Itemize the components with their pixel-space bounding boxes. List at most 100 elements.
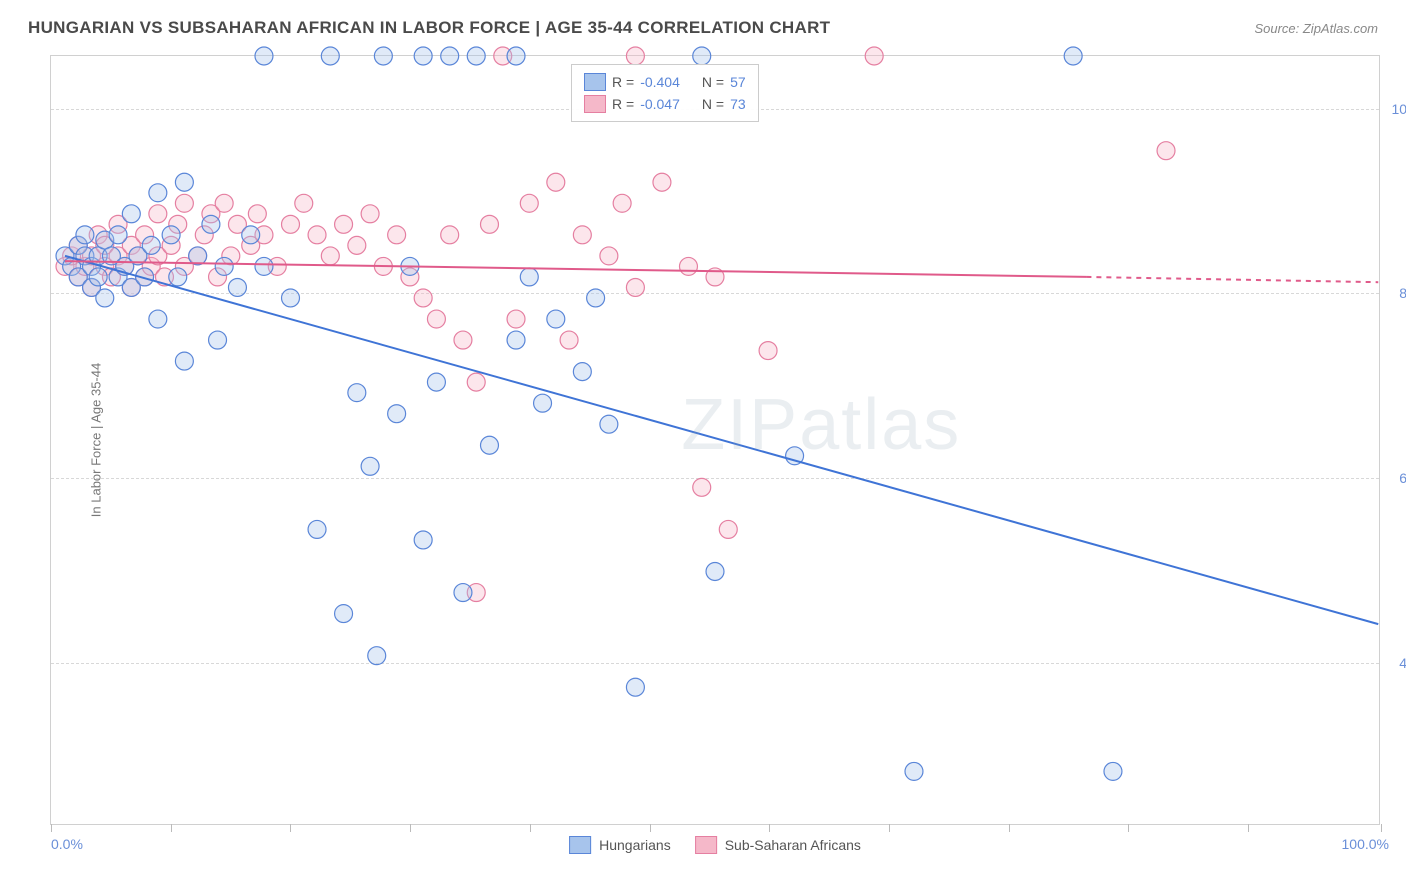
- data-point: [573, 226, 591, 244]
- legend-series-swatch-1: [695, 836, 717, 854]
- trend-line-dash: [1086, 277, 1378, 282]
- legend-swatch-1: [584, 95, 606, 113]
- data-point: [388, 226, 406, 244]
- data-point: [441, 47, 459, 65]
- data-point: [905, 762, 923, 780]
- data-point: [282, 215, 300, 233]
- n-value-0: 57: [730, 74, 746, 90]
- data-point: [374, 47, 392, 65]
- data-point: [255, 257, 273, 275]
- data-point: [1104, 762, 1122, 780]
- y-tick-label: 100.0%: [1392, 101, 1406, 117]
- data-point: [534, 394, 552, 412]
- n-label-1: N =: [702, 96, 724, 112]
- data-point: [149, 184, 167, 202]
- x-axis-label-min: 0.0%: [51, 836, 83, 852]
- data-point: [520, 194, 538, 212]
- data-point: [706, 563, 724, 581]
- r-label-1: R =: [612, 96, 634, 112]
- legend-series-label-0: Hungarians: [599, 837, 671, 853]
- data-point: [335, 215, 353, 233]
- data-point: [454, 331, 472, 349]
- data-point: [175, 352, 193, 370]
- data-point: [348, 236, 366, 254]
- data-point: [1064, 47, 1082, 65]
- data-point: [454, 584, 472, 602]
- data-point: [693, 478, 711, 496]
- data-point: [149, 205, 167, 223]
- data-point: [481, 215, 499, 233]
- data-point: [308, 226, 326, 244]
- data-point: [427, 373, 445, 391]
- data-point: [361, 205, 379, 223]
- data-point: [414, 289, 432, 307]
- data-point: [368, 647, 386, 665]
- data-point: [308, 520, 326, 538]
- data-point: [626, 278, 644, 296]
- data-point: [613, 194, 631, 212]
- data-point: [693, 47, 711, 65]
- data-point: [1157, 142, 1175, 160]
- legend-stats: R = -0.404 N = 57 R = -0.047 N = 73: [571, 64, 759, 122]
- data-point: [321, 47, 339, 65]
- data-point: [242, 226, 260, 244]
- data-point: [175, 194, 193, 212]
- x-axis-label-max: 100.0%: [1342, 836, 1389, 852]
- data-point: [335, 605, 353, 623]
- legend-swatch-0: [584, 73, 606, 91]
- data-point: [215, 194, 233, 212]
- data-point: [361, 457, 379, 475]
- data-point: [520, 268, 538, 286]
- n-value-1: 73: [730, 96, 746, 112]
- data-point: [109, 226, 127, 244]
- y-tick-label: 65.0%: [1399, 470, 1406, 486]
- data-point: [547, 310, 565, 328]
- data-point: [89, 268, 107, 286]
- data-point: [169, 268, 187, 286]
- data-point: [321, 247, 339, 265]
- data-point: [76, 226, 94, 244]
- source-label: Source: ZipAtlas.com: [1254, 21, 1378, 36]
- data-point: [679, 257, 697, 275]
- legend-series-item-0: Hungarians: [569, 836, 671, 854]
- data-point: [228, 278, 246, 296]
- r-label-0: R =: [612, 74, 634, 90]
- chart-title: HUNGARIAN VS SUBSAHARAN AFRICAN IN LABOR…: [28, 18, 830, 38]
- r-value-0: -0.404: [640, 74, 680, 90]
- legend-series-swatch-0: [569, 836, 591, 854]
- data-point: [255, 47, 273, 65]
- r-value-1: -0.047: [640, 96, 680, 112]
- data-point: [626, 678, 644, 696]
- data-point: [175, 173, 193, 191]
- data-point: [414, 531, 432, 549]
- data-point: [587, 289, 605, 307]
- data-point: [719, 520, 737, 538]
- data-point: [427, 310, 445, 328]
- plot-svg: [51, 56, 1379, 824]
- data-point: [348, 384, 366, 402]
- data-point: [202, 215, 220, 233]
- data-point: [122, 205, 140, 223]
- data-point: [142, 236, 160, 254]
- data-point: [865, 47, 883, 65]
- data-point: [600, 415, 618, 433]
- data-point: [481, 436, 499, 454]
- data-point: [388, 405, 406, 423]
- data-point: [653, 173, 671, 191]
- header: HUNGARIAN VS SUBSAHARAN AFRICAN IN LABOR…: [0, 0, 1406, 48]
- data-point: [467, 373, 485, 391]
- legend-stats-row-1: R = -0.047 N = 73: [584, 93, 746, 115]
- data-point: [162, 226, 180, 244]
- data-point: [209, 331, 227, 349]
- data-point: [149, 310, 167, 328]
- data-point: [215, 257, 233, 275]
- data-point: [414, 47, 432, 65]
- data-point: [759, 342, 777, 360]
- chart-container: In Labor Force | Age 35-44 47.5%65.0%82.…: [50, 55, 1380, 825]
- data-point: [507, 331, 525, 349]
- legend-stats-row-0: R = -0.404 N = 57: [584, 71, 746, 93]
- n-label-0: N =: [702, 74, 724, 90]
- data-point: [560, 331, 578, 349]
- legend-series-item-1: Sub-Saharan Africans: [695, 836, 861, 854]
- data-point: [600, 247, 618, 265]
